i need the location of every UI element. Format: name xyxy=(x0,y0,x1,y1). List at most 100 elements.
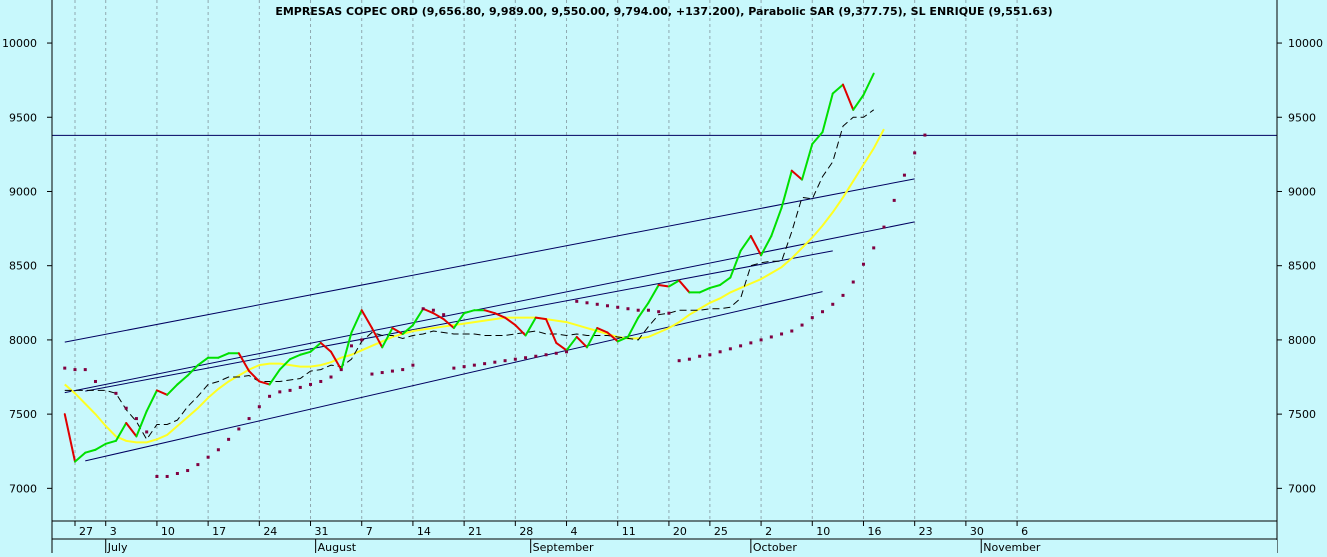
sar-point-60 xyxy=(677,359,681,363)
sar-point-47 xyxy=(544,353,548,357)
y-tick-label-left-4: 9000 xyxy=(9,185,37,198)
x-tick-label-8: 21 xyxy=(468,525,482,538)
x-tick-label-7: 14 xyxy=(417,525,431,538)
sar-point-82 xyxy=(902,173,906,177)
sar-point-46 xyxy=(534,354,538,358)
parabolic-sar-series xyxy=(63,133,927,478)
x-tick-label-11: 11 xyxy=(622,525,636,538)
month-label-2: September xyxy=(533,541,594,553)
sar-point-24 xyxy=(309,382,313,386)
sar-point-76 xyxy=(841,293,845,297)
y-tick-label-right-5: 9500 xyxy=(1288,111,1316,124)
sar-point-26 xyxy=(329,375,333,379)
sar-point-21 xyxy=(278,390,282,394)
sar-point-49 xyxy=(565,350,569,354)
price-segment-75 xyxy=(821,92,834,134)
price-segment-21 xyxy=(268,368,281,386)
y-tick-label-right-6: 10000 xyxy=(1288,37,1323,50)
channel-lines xyxy=(52,134,1277,462)
sar-point-79 xyxy=(872,246,876,250)
sar-point-28 xyxy=(349,344,353,348)
y-tick-label-left-3: 8500 xyxy=(9,260,37,273)
price-segment-37 xyxy=(432,312,445,321)
sar-point-75 xyxy=(831,302,835,306)
price-segment-57 xyxy=(637,301,650,319)
x-tick-label-2: 10 xyxy=(161,525,175,538)
sar-point-51 xyxy=(585,301,589,305)
sar-point-56 xyxy=(636,308,640,312)
sar-point-50 xyxy=(575,299,579,303)
sar-point-17 xyxy=(237,427,241,431)
sar-point-72 xyxy=(800,323,804,327)
x-tick-label-14: 2 xyxy=(765,525,772,538)
price-segment-69 xyxy=(760,235,773,257)
sar-point-54 xyxy=(616,305,620,309)
sar-point-23 xyxy=(298,385,302,389)
y-tick-label-left-5: 9500 xyxy=(9,111,37,124)
sar-point-30 xyxy=(370,372,374,376)
sar-point-78 xyxy=(861,262,865,266)
price-segment-13 xyxy=(186,364,199,377)
price-segment-25 xyxy=(309,341,322,353)
sar-point-52 xyxy=(595,302,599,306)
sar-point-37 xyxy=(442,313,446,317)
sar-point-57 xyxy=(646,308,650,312)
price-segment-28 xyxy=(340,331,353,371)
moving-average-series xyxy=(64,128,885,444)
price-segment-59 xyxy=(657,283,670,288)
price-segment-26 xyxy=(319,341,332,353)
sar-point-27 xyxy=(339,368,343,372)
price-segment-10 xyxy=(155,389,169,396)
sar-point-84 xyxy=(923,133,927,137)
price-segment-74 xyxy=(811,131,824,145)
x-tick-label-17: 23 xyxy=(919,525,933,538)
sar-point-39 xyxy=(462,365,466,369)
price-segment-68 xyxy=(749,235,763,257)
sar-point-25 xyxy=(319,379,323,383)
price-series xyxy=(63,72,875,463)
channel-line-3 xyxy=(85,291,823,462)
x-tick-label-16: 16 xyxy=(867,525,881,538)
price-segment-40 xyxy=(463,309,476,315)
price-segment-14 xyxy=(196,356,210,367)
sar-point-74 xyxy=(821,310,825,314)
price-segment-24 xyxy=(299,350,312,356)
x-tick-label-12: 20 xyxy=(673,525,687,538)
x-tick-label-6: 7 xyxy=(366,525,373,538)
month-label-3: October xyxy=(753,541,797,553)
price-segment-67 xyxy=(739,235,752,252)
price-segment-64 xyxy=(708,283,722,289)
sar-point-29 xyxy=(360,338,364,342)
price-segment-70 xyxy=(770,206,783,238)
price-segment-27 xyxy=(330,350,343,371)
y-tick-label-right-3: 8500 xyxy=(1288,260,1316,273)
price-segment-22 xyxy=(278,358,292,371)
price-segment-44 xyxy=(504,316,517,327)
sl-enrique-series xyxy=(64,109,875,441)
price-segment-30 xyxy=(360,309,373,330)
sar-point-11 xyxy=(175,472,179,476)
sar-point-22 xyxy=(288,388,292,392)
sar-point-20 xyxy=(268,394,272,398)
price-segment-23 xyxy=(289,353,302,361)
y-tick-label-left-0: 7000 xyxy=(9,482,37,495)
price-segment-54 xyxy=(606,331,619,343)
sar-point-81 xyxy=(892,198,896,202)
sar-point-42 xyxy=(493,360,497,364)
sar-point-62 xyxy=(698,354,702,358)
x-tick-label-1: 3 xyxy=(110,525,117,538)
x-tick-label-10: 4 xyxy=(571,525,578,538)
sar-point-80 xyxy=(882,225,886,229)
price-segment-52 xyxy=(586,327,599,349)
price-segment-65 xyxy=(719,276,732,286)
sar-point-36 xyxy=(431,308,435,312)
y-tick-label-right-2: 8000 xyxy=(1288,334,1316,347)
sar-point-3 xyxy=(93,379,97,383)
price-segment-46 xyxy=(524,316,537,337)
price-segment-55 xyxy=(616,335,629,343)
x-tick-label-5: 31 xyxy=(315,525,329,538)
x-tick-label-13: 25 xyxy=(714,525,728,538)
